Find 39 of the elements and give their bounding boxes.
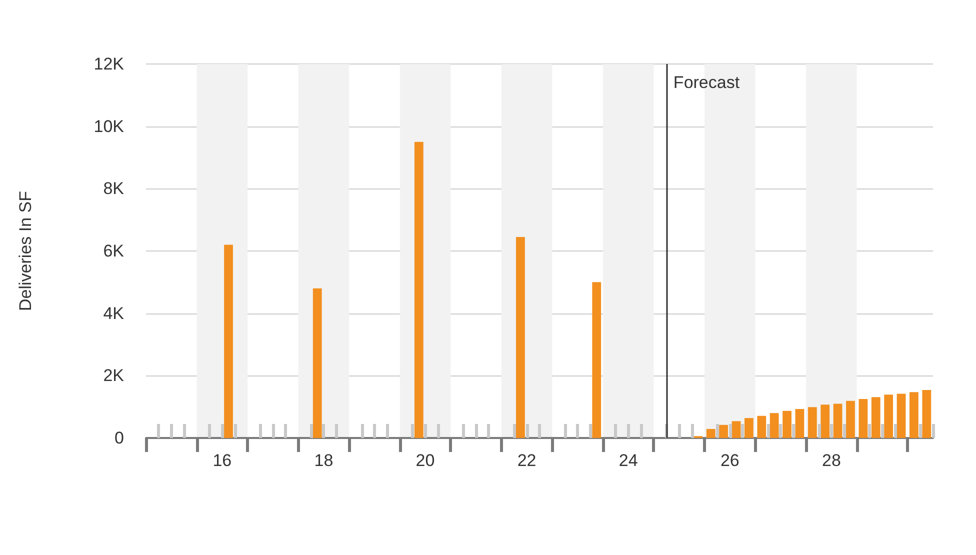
y-tick-label: 6K <box>103 242 125 260</box>
x-tick-label: 20 <box>416 451 435 470</box>
x-tick-label: 28 <box>822 451 841 470</box>
bar <box>744 418 754 438</box>
bar <box>833 404 842 438</box>
bar <box>592 282 602 438</box>
bar <box>910 392 918 438</box>
bar <box>858 399 868 438</box>
bar <box>706 428 716 438</box>
x-tick-label: 16 <box>212 451 232 470</box>
bar <box>516 236 525 438</box>
bar <box>922 390 932 438</box>
y-tick-label: 10K <box>94 116 125 136</box>
y-tick-label: 12K <box>94 54 125 74</box>
y-tick-label: 8K <box>103 179 125 198</box>
y-tick-label: 4K <box>103 304 125 323</box>
bar <box>414 142 424 438</box>
bar <box>757 416 766 438</box>
bar <box>795 409 804 438</box>
y-tick-label: 0 <box>114 428 124 448</box>
bar <box>782 410 792 438</box>
bar <box>820 404 830 438</box>
x-tick-label: 22 <box>517 451 536 470</box>
bar <box>884 394 894 438</box>
x-tick-label: 18 <box>314 451 334 470</box>
bar <box>224 244 233 438</box>
x-tick-label: 24 <box>618 451 638 470</box>
y-axis-title: Deliveries In SF <box>16 191 35 311</box>
bar <box>808 407 817 438</box>
bar <box>732 421 741 438</box>
bar <box>770 413 779 438</box>
y-tick-label: 2K <box>103 366 125 386</box>
ref-line-label: Forecast <box>673 73 740 92</box>
bar <box>896 394 906 438</box>
bar <box>846 400 855 438</box>
bar <box>719 424 728 438</box>
bar <box>871 397 880 438</box>
bar <box>312 288 322 438</box>
x-tick-label: 26 <box>720 451 740 470</box>
